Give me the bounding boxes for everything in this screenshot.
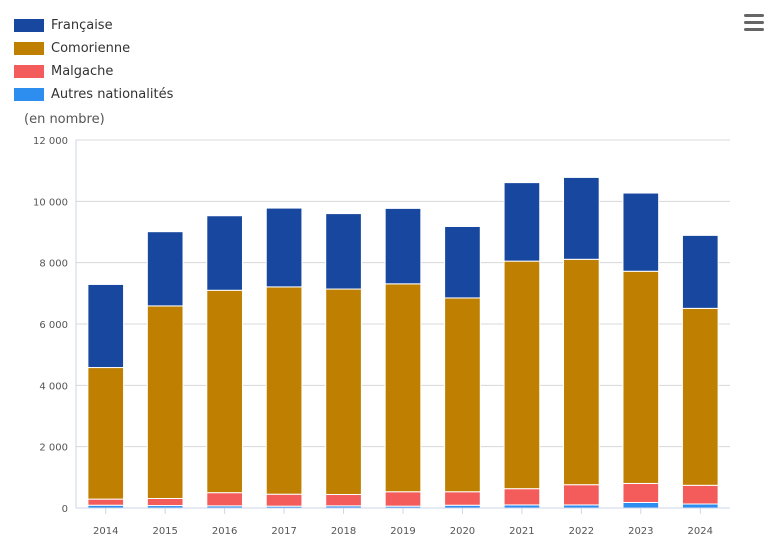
legend-item-autres[interactable]: Autres nationalités — [14, 83, 173, 106]
bar-malgache-2023 — [622, 482, 660, 503]
legend-label-francaise: Française — [51, 18, 113, 33]
bar-malgache-2016 — [206, 492, 243, 507]
x-tick-label: 2018 — [331, 526, 356, 537]
bar-fran-aise-2022 — [563, 176, 600, 260]
y-tick-label: 2 000 — [39, 443, 68, 454]
y-tick-label: 0 — [62, 504, 68, 515]
bar-fran-aise-2016 — [206, 215, 243, 291]
legend-label-malgache: Malgache — [51, 64, 114, 79]
x-tick-label: 2024 — [688, 526, 713, 537]
bar-fran-aise-2018 — [325, 213, 362, 290]
bar-autres-nationalit-s-2024 — [681, 503, 719, 509]
legend-item-malgache[interactable]: Malgache — [14, 60, 173, 83]
legend-swatch-comorienne — [14, 42, 44, 55]
y-tick-label: 8 000 — [39, 259, 68, 270]
chart-legend: Française Comorienne Malgache Autres nat… — [14, 14, 173, 106]
x-tick-label: 2021 — [509, 526, 534, 537]
bar-malgache-2020 — [444, 491, 481, 506]
bar-fran-aise-2017 — [265, 207, 303, 288]
bar-comorienne-2017 — [265, 286, 303, 495]
bar-comorienne-2024 — [681, 307, 719, 486]
bar-malgache-2021 — [503, 488, 541, 506]
bar-malgache-2022 — [563, 484, 600, 506]
bar-comorienne-2019 — [384, 283, 422, 493]
bar-comorienne-2015 — [146, 305, 184, 499]
bar-comorienne-2021 — [503, 260, 541, 490]
legend-swatch-francaise — [14, 19, 44, 32]
x-tick-label: 2019 — [390, 526, 415, 537]
bar-fran-aise-2023 — [622, 192, 660, 272]
x-tick-label: 2015 — [152, 526, 177, 537]
legend-swatch-malgache — [14, 65, 44, 78]
bar-malgache-2017 — [265, 493, 303, 507]
bar-comorienne-2016 — [206, 289, 243, 494]
legend-label-comorienne: Comorienne — [51, 41, 131, 56]
legend-item-francaise[interactable]: Française — [14, 14, 173, 37]
x-tick-label: 2014 — [93, 526, 118, 537]
x-tick-label: 2023 — [628, 526, 653, 537]
bar-fran-aise-2019 — [384, 207, 422, 285]
bar-comorienne-2020 — [444, 297, 481, 493]
bar-comorienne-2018 — [325, 288, 362, 496]
bar-comorienne-2023 — [622, 270, 660, 484]
y-axis-unit-label: (en nombre) — [24, 112, 105, 127]
bar-malgache-2014 — [87, 498, 125, 506]
bar-fran-aise-2024 — [681, 234, 719, 309]
x-tick-label: 2020 — [450, 526, 475, 537]
bar-malgache-2019 — [384, 491, 422, 507]
bar-fran-aise-2020 — [444, 225, 481, 299]
bar-comorienne-2022 — [563, 258, 600, 486]
x-tick-label: 2022 — [569, 526, 594, 537]
bar-fran-aise-2015 — [146, 231, 184, 307]
bar-fran-aise-2021 — [503, 182, 541, 262]
x-tick-label: 2017 — [271, 526, 296, 537]
legend-label-autres: Autres nationalités — [51, 87, 174, 102]
legend-item-comorienne[interactable]: Comorienne — [14, 37, 173, 60]
y-tick-label: 6 000 — [39, 320, 68, 331]
y-tick-label: 10 000 — [33, 197, 68, 208]
bar-malgache-2015 — [146, 497, 184, 507]
bar-autres-nationalit-s-2023 — [622, 501, 660, 509]
bar-comorienne-2014 — [87, 367, 125, 500]
bar-malgache-2018 — [325, 494, 362, 507]
y-tick-label: 12 000 — [33, 136, 68, 147]
bar-fran-aise-2014 — [87, 283, 125, 369]
legend-swatch-autres — [14, 88, 44, 101]
bar-malgache-2024 — [681, 484, 719, 505]
y-tick-label: 4 000 — [39, 381, 68, 392]
hamburger-menu-icon[interactable] — [744, 14, 764, 32]
x-tick-label: 2016 — [212, 526, 237, 537]
